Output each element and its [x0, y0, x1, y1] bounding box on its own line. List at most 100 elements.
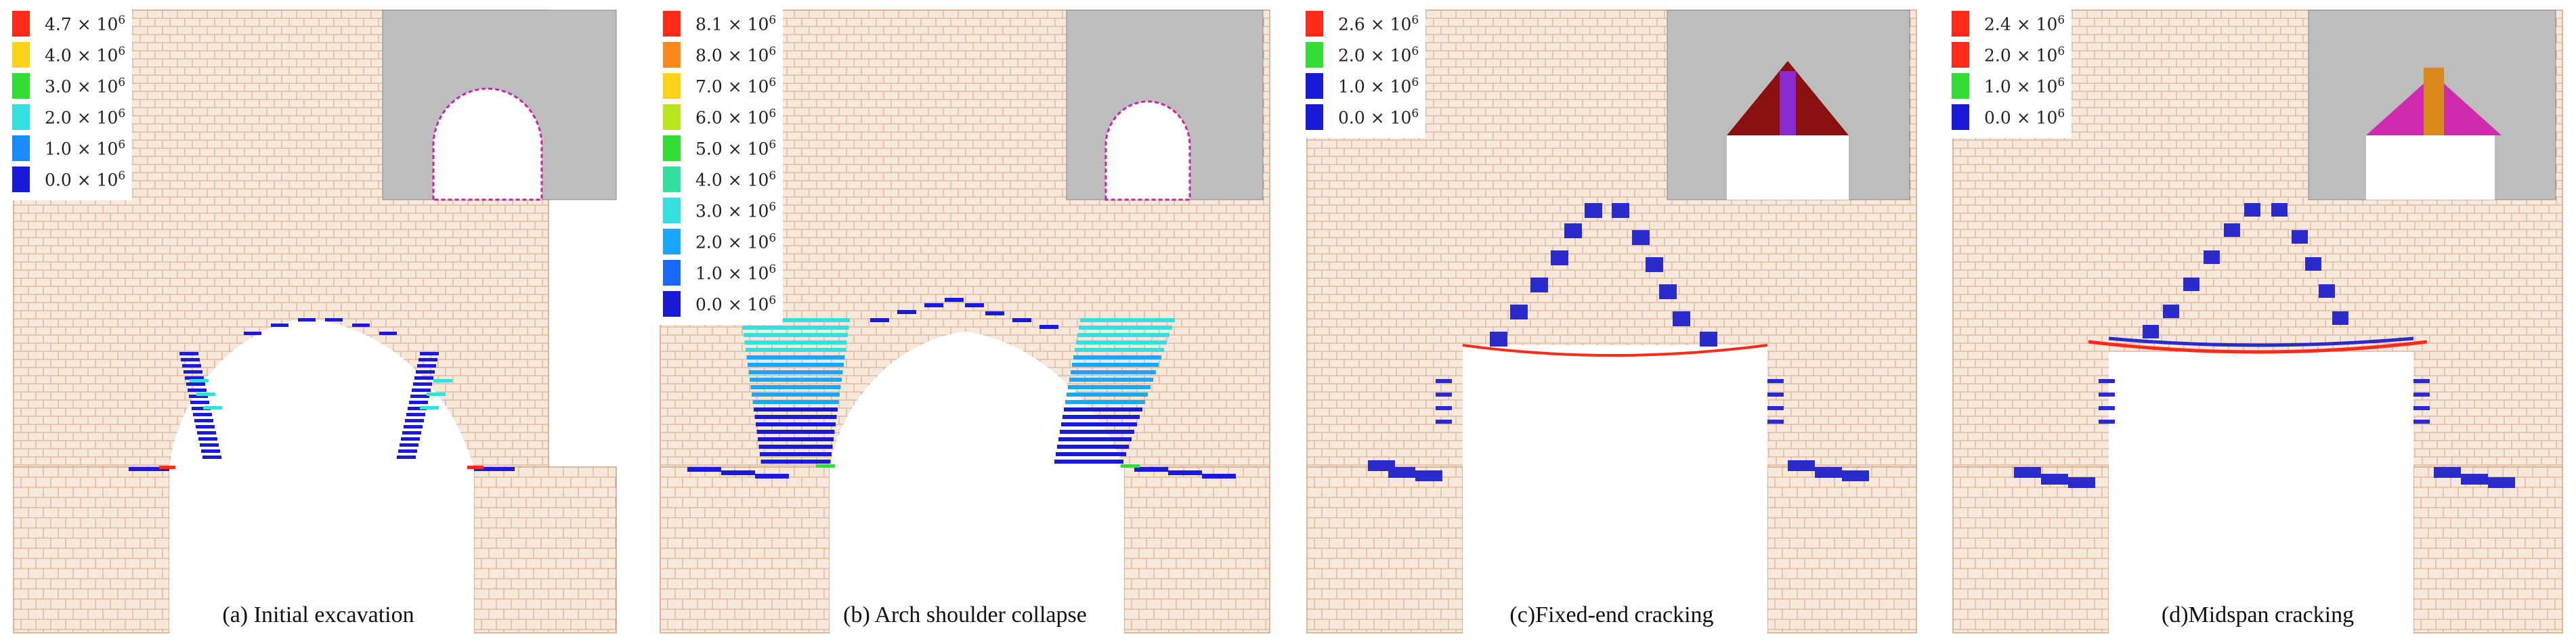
- crack-block: [271, 324, 288, 327]
- crack-block: [1168, 470, 1202, 475]
- fixed-end-crack-line: [1462, 344, 1768, 357]
- legend-mantissa: 2.4: [1984, 14, 2011, 35]
- crack-block: [1815, 467, 1842, 478]
- legend-item: 3.0 × 106: [12, 70, 125, 102]
- legend-swatch: [663, 291, 681, 317]
- collapse-zone-right: [1075, 348, 1164, 352]
- legend-label: 8.1 × 106: [695, 13, 777, 35]
- legend-item: 5.0 × 106: [663, 133, 776, 164]
- collapse-zone-right: [1071, 370, 1156, 374]
- crack-block: [2413, 420, 2430, 424]
- crack-block: [200, 443, 219, 447]
- legend-exponent: 6: [1411, 13, 1419, 27]
- crack-block: [1436, 420, 1452, 424]
- legend-mantissa: 7.0: [695, 76, 723, 97]
- crack-block: [401, 437, 420, 441]
- crack-block: [1388, 467, 1415, 478]
- collapse-zone-left: [758, 437, 834, 441]
- legend-label: 2.0 × 106: [695, 231, 777, 252]
- crack-block: [202, 456, 221, 459]
- crack-block: [687, 467, 721, 472]
- panel-b-legend: 8.1 × 106 8.0 × 106 7.0 × 106 6.0 × 106 5.0 …: [656, 4, 783, 325]
- crack-block: [1842, 470, 1869, 481]
- legend-mantissa: 6.0: [695, 108, 723, 128]
- crack-block: [965, 303, 984, 307]
- panel-midspan-cracking: 2.4 × 106 2.0 × 106 1.0 × 106 0.0 × 106 (d)…: [1939, 0, 2576, 643]
- collapse-zone-right: [1076, 340, 1167, 345]
- crack-block: [413, 382, 432, 386]
- crack-block: [1788, 460, 1815, 471]
- legend-item: 2.0 × 106: [663, 226, 776, 257]
- crack-block: [194, 419, 213, 422]
- legend-exponent: 6: [769, 137, 777, 152]
- collapse-zone-right: [1062, 415, 1140, 419]
- legend-item: 2.0 × 106: [1952, 39, 2065, 70]
- legend-exponent: 6: [2057, 75, 2065, 89]
- legend-mantissa: 4.0: [45, 45, 72, 66]
- legend-exponent: 6: [769, 293, 777, 307]
- collapse-zone-left: [744, 333, 848, 337]
- legend-exponent: 6: [118, 75, 126, 89]
- collapse-zone-left: [748, 363, 844, 367]
- collapse-zone-left: [748, 370, 843, 374]
- crack-block: [2183, 278, 2199, 291]
- panel-fixed-end-cracking: 2.6 × 106 2.0 × 106 1.0 × 106 0.0 × 106 (c)…: [1293, 0, 1930, 643]
- collapse-zone-right: [1060, 430, 1134, 434]
- crack-block: [190, 379, 209, 382]
- crack-block: [755, 474, 789, 479]
- legend-swatch: [663, 260, 681, 286]
- collapse-zone-right: [1072, 363, 1159, 367]
- crack-block: [186, 382, 205, 386]
- legend-label: 2.0 × 106: [1984, 44, 2065, 66]
- legend-mantissa: 0.0: [1338, 108, 1365, 128]
- crack-block: [1415, 470, 1442, 481]
- legend-exponent: 6: [2057, 106, 2065, 120]
- crack-block: [197, 431, 216, 435]
- crack-block: [2332, 311, 2348, 325]
- crack-block: [414, 376, 433, 380]
- legend-label: 1.0 × 106: [1984, 75, 2065, 97]
- panel-a-legend: 4.7 × 106 4.0 × 106 3.0 × 106 2.0 × 106 1.0 …: [5, 4, 133, 200]
- panel-c-simulation: [1306, 9, 1917, 634]
- panel-arch-shoulder-collapse: 8.1 × 106 8.0 × 106 7.0 × 106 6.0 × 106 5.0 …: [647, 0, 1283, 643]
- legend-exponent: 6: [769, 13, 777, 27]
- crack-block: [2413, 406, 2430, 410]
- legend-swatch: [663, 42, 681, 68]
- legend-mantissa: 2.0: [1984, 45, 2011, 66]
- collapse-zone-right: [1079, 326, 1172, 330]
- legend-exponent: 6: [769, 106, 777, 120]
- legend-exponent: 6: [769, 200, 777, 214]
- crack-block: [244, 332, 261, 335]
- crack-block: [816, 464, 835, 468]
- collapse-zone-right: [1067, 393, 1148, 397]
- crack-block: [1436, 393, 1452, 397]
- legend-mantissa: 1.0: [1984, 76, 2011, 97]
- crack-block: [2099, 393, 2115, 397]
- rock-masonry: [473, 466, 617, 634]
- crack-block: [2413, 393, 2430, 397]
- crack-block: [1436, 379, 1452, 383]
- crack-block: [2099, 420, 2115, 424]
- crack-block: [198, 437, 217, 441]
- crack-block: [1767, 406, 1784, 410]
- crack-block: [2271, 203, 2288, 217]
- crack-block: [2461, 474, 2488, 485]
- crack-block: [1530, 278, 1548, 292]
- legend-mantissa: 8.0: [695, 45, 723, 66]
- collapse-zone-right: [1064, 407, 1142, 412]
- legend-swatch: [12, 167, 30, 192]
- collapse-zone-left: [752, 400, 839, 404]
- legend-item: 0.0 × 106: [1952, 102, 2065, 133]
- crack-block: [179, 352, 198, 355]
- legend-label: 1.0 × 106: [45, 137, 126, 159]
- legend-exponent: 6: [769, 231, 777, 245]
- collapse-zone-left: [758, 445, 833, 449]
- legend-item: 0.0 × 106: [1306, 102, 1419, 133]
- legend-item: 3.0 × 106: [663, 195, 776, 226]
- legend-item: 4.0 × 106: [12, 39, 125, 70]
- legend-item: 1.0 × 106: [1306, 70, 1419, 102]
- excavation-opening: [2109, 352, 2413, 633]
- legend-exponent: 6: [118, 169, 126, 183]
- legend-swatch: [663, 11, 681, 37]
- legend-swatch: [12, 135, 30, 161]
